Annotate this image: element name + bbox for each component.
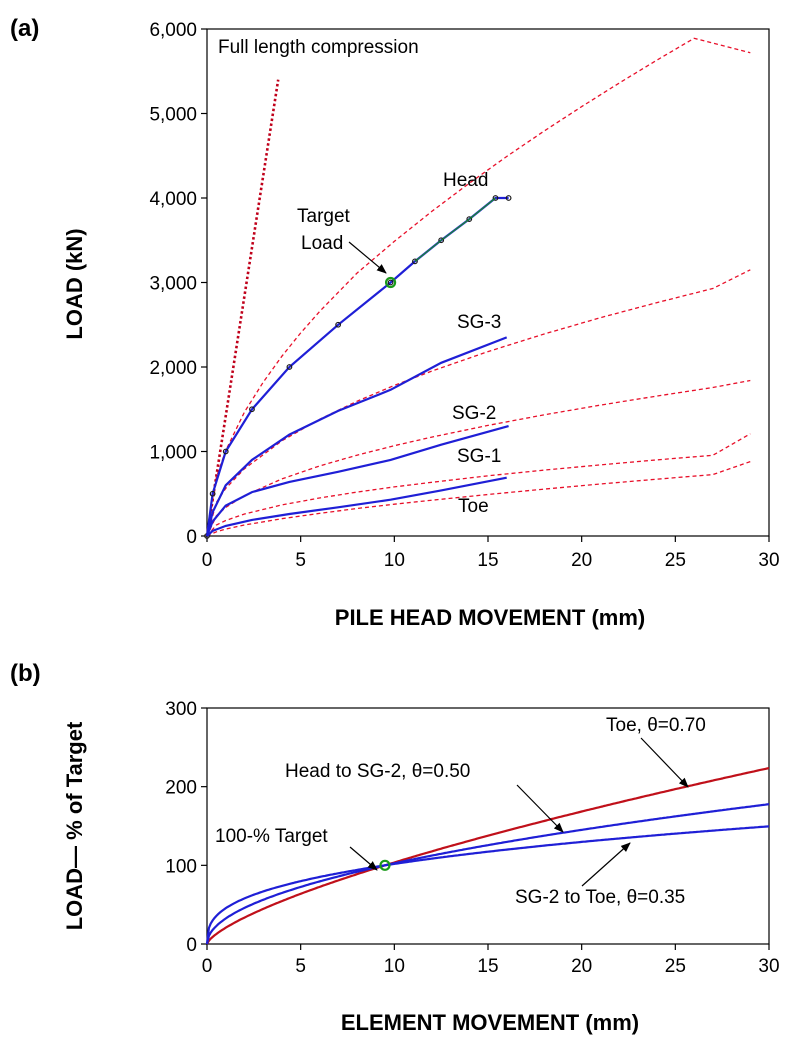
y-tick-label-a: 1,000 bbox=[149, 443, 197, 464]
x-tick-label-b: 20 bbox=[571, 956, 592, 977]
label-head-to-sg2: Head to SG-2, θ=0.50 bbox=[285, 761, 470, 782]
label-100-target: 100-% Target bbox=[215, 826, 328, 847]
label-toe-theta: Toe, θ=0.70 bbox=[606, 715, 706, 736]
x-tick-label-b: 25 bbox=[665, 956, 686, 977]
target-point-b bbox=[379, 859, 391, 871]
head-data-point bbox=[249, 406, 255, 413]
x-tick-label-b: 15 bbox=[477, 956, 498, 977]
y-tick-label-a: 0 bbox=[186, 527, 197, 548]
head-data-point bbox=[286, 364, 293, 370]
y-tick-label-b: 200 bbox=[165, 778, 197, 799]
label-sg1: SG-1 bbox=[457, 446, 501, 467]
x-tick-label-a: 0 bbox=[202, 550, 213, 571]
y-tick-label-b: 300 bbox=[165, 699, 197, 720]
head-data-point bbox=[492, 195, 499, 201]
panel-a-label: (a) bbox=[10, 15, 39, 42]
chart-panel-a: (a) 0 5 10 15 20 25 30 0 1,000 2,000 3,000 4,000 5,0… bbox=[10, 15, 780, 630]
series-toe-fit bbox=[206, 460, 751, 537]
head-data-point bbox=[387, 279, 394, 286]
x-tick-label-b: 10 bbox=[384, 956, 405, 977]
label-toe: Toe bbox=[458, 496, 489, 517]
series-head-to-sg-2-0-50 bbox=[205, 803, 770, 945]
series-sg-3-fit bbox=[206, 269, 751, 537]
x-tick-label-a: 25 bbox=[665, 550, 686, 571]
x-tick-label-b: 5 bbox=[295, 956, 306, 977]
sg2-to-toe-arrow bbox=[581, 842, 631, 887]
x-tick-label-a: 10 bbox=[384, 550, 405, 571]
series-sg-1 bbox=[206, 476, 507, 537]
head-data-point bbox=[505, 195, 512, 201]
series-head-fit bbox=[206, 37, 751, 537]
target-arrow-a bbox=[348, 241, 387, 274]
x-tick-label-b: 30 bbox=[758, 956, 779, 977]
label-target: Target bbox=[297, 206, 351, 227]
series-sg-1-fit bbox=[206, 433, 751, 537]
y-tick-label-a: 4,000 bbox=[149, 189, 197, 210]
head-data-point bbox=[412, 258, 418, 265]
label-full-length-compression: Full length compression bbox=[218, 37, 419, 58]
x-tick-label-a: 30 bbox=[758, 550, 779, 571]
axis-ticks-a: 0 5 10 15 20 25 30 0 1,000 2,000 3,000 4,000 5,000 6,… bbox=[149, 20, 779, 571]
head-upper-segment bbox=[414, 197, 496, 262]
y-tick-label-a: 2,000 bbox=[149, 358, 197, 379]
target-point-a bbox=[384, 276, 397, 289]
head-data-point bbox=[335, 321, 342, 328]
panel-b-label: (b) bbox=[10, 660, 41, 687]
head-data-point bbox=[466, 216, 473, 223]
y-tick-label-b: 0 bbox=[186, 935, 197, 956]
label-load: Load bbox=[301, 233, 343, 254]
y-axis-title-b: LOAD— % of Target bbox=[62, 721, 87, 930]
x-axis-title-a: PILE HEAD MOVEMENT (mm) bbox=[335, 605, 645, 630]
series-group-b bbox=[205, 767, 770, 945]
y-axis-title-a: LOAD (kN) bbox=[62, 228, 87, 339]
label-head: Head bbox=[443, 170, 488, 191]
target-arrow-b bbox=[349, 846, 378, 871]
series-group-a bbox=[204, 37, 751, 539]
y-tick-label-a: 5,000 bbox=[149, 105, 197, 126]
x-tick-label-b: 0 bbox=[202, 956, 213, 977]
label-sg3: SG-3 bbox=[457, 312, 501, 333]
x-tick-label-a: 5 bbox=[295, 550, 306, 571]
x-tick-label-a: 15 bbox=[477, 550, 498, 571]
x-axis-title-b: ELEMENT MOVEMENT (mm) bbox=[341, 1010, 639, 1035]
x-tick-label-a: 20 bbox=[571, 550, 592, 571]
label-sg2: SG-2 bbox=[452, 403, 496, 424]
head-to-sg2-arrow bbox=[516, 784, 564, 833]
y-tick-label-b: 100 bbox=[165, 856, 197, 877]
series-sg-3 bbox=[205, 336, 508, 537]
head-data-point bbox=[209, 490, 216, 497]
y-tick-label-a: 3,000 bbox=[149, 274, 197, 295]
head-data-point bbox=[438, 237, 445, 244]
head-data-point bbox=[222, 448, 229, 455]
toe-arrow bbox=[640, 737, 689, 788]
y-tick-label-a: 6,000 bbox=[149, 20, 197, 41]
series-full-length-compression bbox=[205, 79, 280, 537]
series-sg-2-to-toe-0-35 bbox=[205, 825, 770, 945]
series-toe-0-70 bbox=[206, 767, 770, 945]
series-sg-2 bbox=[205, 425, 509, 537]
label-sg2-to-toe: SG-2 to Toe, θ=0.35 bbox=[515, 887, 685, 908]
